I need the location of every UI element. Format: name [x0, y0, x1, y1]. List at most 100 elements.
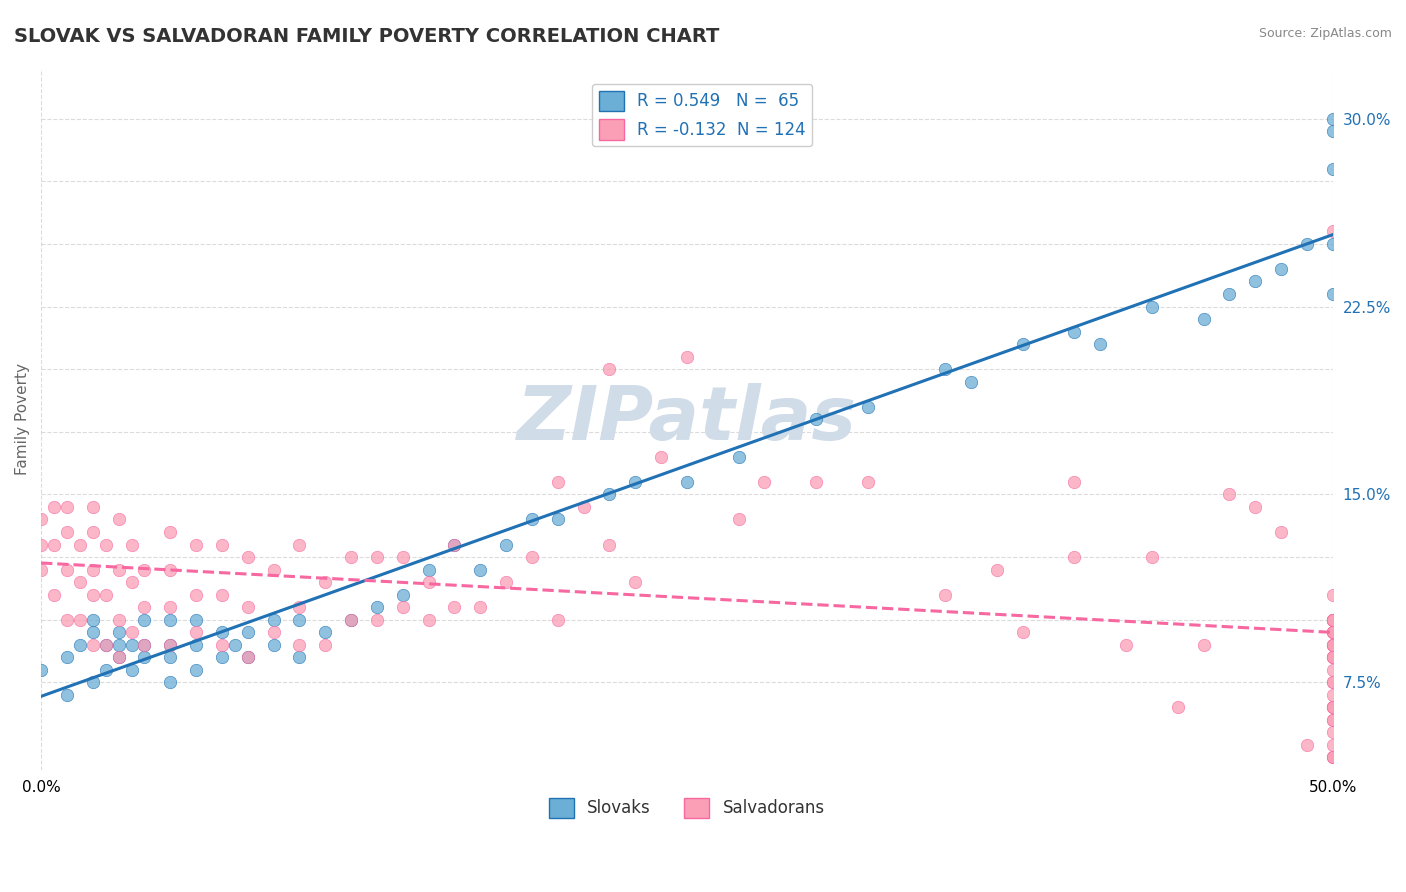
Point — [1011, 337, 1033, 351]
Point — [418, 575, 440, 590]
Y-axis label: Family Poverty: Family Poverty — [15, 363, 30, 475]
Point — [547, 613, 569, 627]
Point — [727, 512, 749, 526]
Point — [211, 638, 233, 652]
Point — [1140, 300, 1163, 314]
Point — [1218, 487, 1240, 501]
Point — [134, 600, 156, 615]
Point — [1322, 688, 1344, 702]
Point — [224, 638, 246, 652]
Point — [42, 588, 65, 602]
Point — [1296, 738, 1319, 752]
Point — [1322, 124, 1344, 138]
Point — [1322, 613, 1344, 627]
Point — [1192, 312, 1215, 326]
Point — [107, 650, 129, 665]
Point — [1322, 713, 1344, 727]
Point — [107, 638, 129, 652]
Point — [263, 638, 285, 652]
Point — [1322, 700, 1344, 714]
Point — [391, 588, 413, 602]
Point — [134, 563, 156, 577]
Point — [184, 663, 207, 677]
Point — [340, 613, 363, 627]
Point — [470, 563, 492, 577]
Point — [211, 588, 233, 602]
Point — [69, 638, 91, 652]
Point — [121, 663, 143, 677]
Point — [1322, 750, 1344, 764]
Point — [676, 350, 699, 364]
Point — [1090, 337, 1112, 351]
Point — [82, 563, 104, 577]
Point — [366, 613, 388, 627]
Point — [1322, 638, 1344, 652]
Point — [82, 613, 104, 627]
Point — [1322, 700, 1344, 714]
Point — [418, 563, 440, 577]
Point — [184, 613, 207, 627]
Legend: Slovaks, Salvadorans: Slovaks, Salvadorans — [543, 791, 831, 825]
Point — [30, 512, 52, 526]
Point — [69, 575, 91, 590]
Point — [443, 600, 465, 615]
Point — [1322, 713, 1344, 727]
Point — [42, 500, 65, 514]
Point — [30, 537, 52, 551]
Point — [1218, 287, 1240, 301]
Point — [159, 650, 181, 665]
Point — [211, 537, 233, 551]
Point — [1322, 663, 1344, 677]
Point — [121, 638, 143, 652]
Point — [470, 600, 492, 615]
Point — [134, 638, 156, 652]
Point — [1063, 475, 1085, 489]
Point — [1322, 625, 1344, 640]
Point — [94, 638, 117, 652]
Point — [56, 650, 79, 665]
Point — [94, 537, 117, 551]
Point — [1322, 236, 1344, 251]
Point — [340, 549, 363, 564]
Text: ZIPatlas: ZIPatlas — [517, 383, 856, 456]
Point — [1063, 325, 1085, 339]
Point — [856, 475, 879, 489]
Point — [69, 613, 91, 627]
Point — [520, 549, 543, 564]
Point — [1322, 613, 1344, 627]
Point — [288, 600, 311, 615]
Point — [121, 537, 143, 551]
Point — [211, 650, 233, 665]
Point — [134, 638, 156, 652]
Point — [960, 375, 983, 389]
Point — [340, 613, 363, 627]
Point — [56, 613, 79, 627]
Point — [1322, 625, 1344, 640]
Point — [121, 575, 143, 590]
Point — [547, 475, 569, 489]
Text: SLOVAK VS SALVADORAN FAMILY POVERTY CORRELATION CHART: SLOVAK VS SALVADORAN FAMILY POVERTY CORR… — [14, 27, 720, 45]
Point — [1322, 700, 1344, 714]
Point — [443, 537, 465, 551]
Point — [288, 638, 311, 652]
Point — [624, 475, 647, 489]
Point — [1322, 161, 1344, 176]
Point — [94, 663, 117, 677]
Point — [1322, 638, 1344, 652]
Point — [1322, 625, 1344, 640]
Point — [1322, 638, 1344, 652]
Point — [94, 588, 117, 602]
Point — [1322, 750, 1344, 764]
Point — [391, 600, 413, 615]
Point — [236, 600, 259, 615]
Point — [236, 650, 259, 665]
Point — [69, 537, 91, 551]
Point — [56, 563, 79, 577]
Point — [1140, 549, 1163, 564]
Point — [30, 563, 52, 577]
Point — [1322, 700, 1344, 714]
Point — [1322, 613, 1344, 627]
Point — [159, 638, 181, 652]
Point — [495, 575, 517, 590]
Point — [30, 663, 52, 677]
